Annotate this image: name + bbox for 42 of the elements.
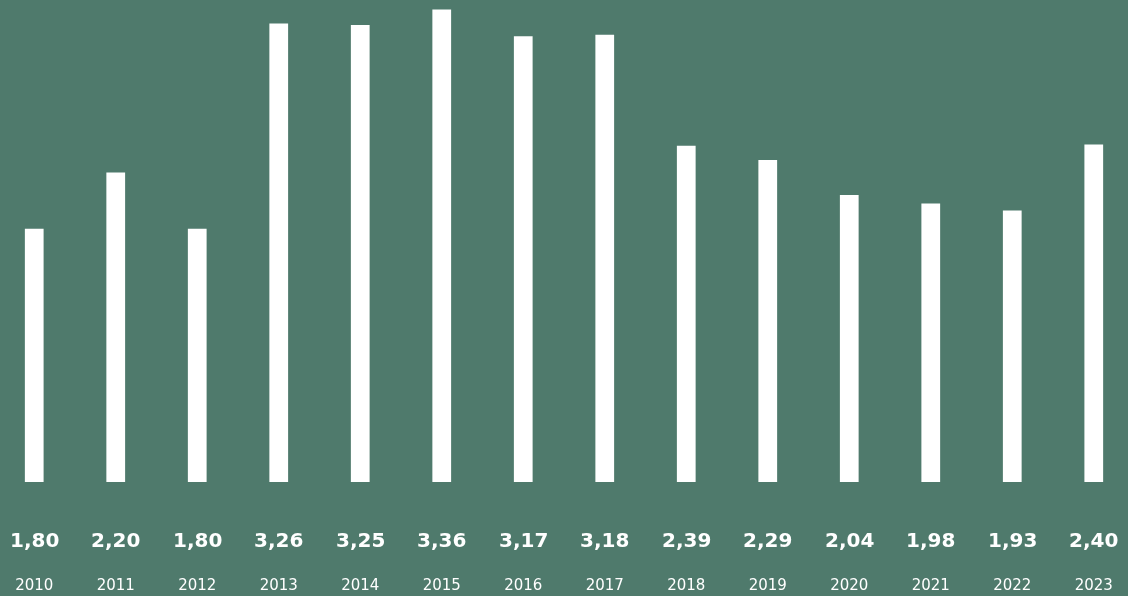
- bar: [24, 228, 44, 482]
- bar: [1084, 144, 1104, 482]
- x-tick-label: 2018: [667, 576, 706, 594]
- data-label: 2,29: [743, 528, 793, 552]
- data-label: 3,18: [580, 528, 630, 552]
- data-label: 1,80: [173, 528, 223, 552]
- x-tick-label: 2012: [178, 576, 217, 594]
- data-label: 2,40: [1069, 528, 1119, 552]
- x-tick-label: 2013: [259, 576, 298, 594]
- bar: [921, 203, 941, 482]
- bar: [187, 228, 207, 482]
- x-tick-label: 2015: [422, 576, 461, 594]
- x-tick-label: 2010: [15, 576, 54, 594]
- data-label: 2,04: [825, 528, 875, 552]
- data-label: 3,26: [254, 528, 304, 552]
- data-label: 1,93: [988, 528, 1038, 552]
- x-tick-label: 2014: [341, 576, 380, 594]
- bar: [269, 23, 289, 482]
- bar: [758, 159, 778, 482]
- data-label: 3,25: [336, 528, 386, 552]
- data-label: 3,17: [499, 528, 549, 552]
- bar: [513, 36, 533, 482]
- bar: [432, 9, 452, 482]
- x-tick-label: 2022: [993, 576, 1032, 594]
- data-label: 2,39: [662, 528, 712, 552]
- bar: [350, 24, 370, 482]
- data-label: 3,36: [417, 528, 467, 552]
- bar: [106, 172, 126, 482]
- bar: [1002, 210, 1022, 482]
- x-tick-label: 2020: [830, 576, 869, 594]
- data-label: 1,98: [906, 528, 956, 552]
- x-tick-label: 2016: [504, 576, 543, 594]
- x-tick-label: 2019: [748, 576, 787, 594]
- data-label: 2,20: [91, 528, 141, 552]
- bar: [676, 145, 696, 482]
- x-tick-label: 2023: [1074, 576, 1113, 594]
- bar: [839, 195, 859, 482]
- x-tick-label: 2011: [96, 576, 135, 594]
- x-tick-label: 2021: [911, 576, 950, 594]
- data-label: 1,80: [10, 528, 60, 552]
- bar: [595, 34, 615, 482]
- x-tick-label: 2017: [585, 576, 624, 594]
